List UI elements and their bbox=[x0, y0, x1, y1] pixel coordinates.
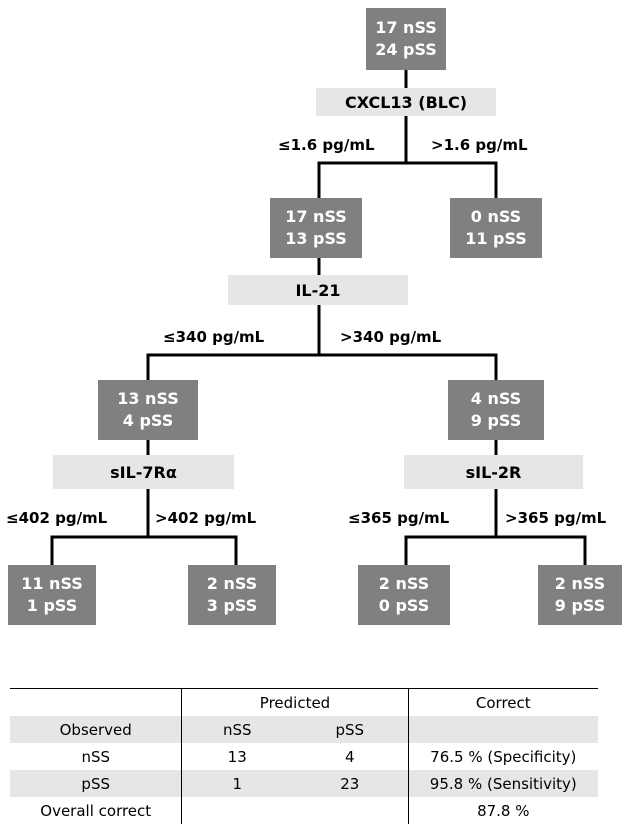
tree-connectors bbox=[50, 70, 587, 565]
leaf-3-nss: 2 nSS bbox=[378, 574, 430, 593]
split-sil7ra: sIL-7Rα bbox=[53, 455, 234, 489]
edge-sil7ra-left: ≤402 pg/mL bbox=[6, 509, 108, 527]
node-lr: 4 nSS 9 pSS bbox=[448, 380, 544, 440]
connector-split1 bbox=[317, 116, 498, 198]
leaf-4-nss: 2 nSS bbox=[554, 574, 606, 593]
leaf-4-pss: 9 pSS bbox=[554, 596, 606, 615]
split-sil2r: sIL-2R bbox=[404, 455, 583, 489]
root-node: 17 nSS 24 pSS bbox=[366, 8, 446, 70]
node-lr-nss: 4 nSS bbox=[470, 389, 522, 408]
row-label: nSS bbox=[10, 743, 183, 770]
node-ll: 13 nSS 4 pSS bbox=[98, 380, 198, 440]
leaf-2: 2 nSS 3 pSS bbox=[188, 565, 276, 625]
cell-correct: 76.5 % (Specificity) bbox=[430, 747, 577, 766]
node-left: 17 nSS 13 pSS bbox=[270, 198, 362, 258]
connector-split3 bbox=[50, 489, 238, 565]
edge-sil2r-left: ≤365 pg/mL bbox=[348, 509, 450, 527]
node-ll-nss: 13 nSS bbox=[117, 389, 179, 408]
node-left-nss: 17 nSS bbox=[285, 207, 347, 226]
cell-pss: 4 bbox=[292, 743, 409, 770]
leaf-2-pss: 3 pSS bbox=[206, 596, 258, 615]
decision-tree: 17 nSS 24 pSS CXCL13 (BLC) ≤1.6 pg/mL >1… bbox=[6, 8, 622, 625]
classification-table: Predicted Correct Observed nSS pSS nSS 1… bbox=[10, 688, 598, 824]
col-pss-header: pSS bbox=[292, 716, 409, 743]
cell-correct: 95.8 % (Sensitivity) bbox=[408, 770, 598, 797]
edge-il21-right: >340 pg/mL bbox=[340, 328, 442, 346]
edge-sil7ra-right: >402 pg/mL bbox=[155, 509, 257, 527]
cell-nss: 13 bbox=[227, 747, 247, 766]
leaf-2-nss: 2 nSS bbox=[206, 574, 258, 593]
edge-sil2r-right: >365 pg/mL bbox=[505, 509, 607, 527]
leaf-1-pss: 1 pSS bbox=[26, 596, 78, 615]
node-left-pss: 13 pSS bbox=[285, 229, 347, 248]
table-row: nSS 13 4 76.5 % (Specificity) bbox=[10, 743, 598, 770]
table-header-row: Predicted Correct bbox=[10, 688, 598, 716]
edge-il21-left: ≤340 pg/mL bbox=[163, 328, 265, 346]
node-right-pss: 11 pSS bbox=[465, 229, 527, 248]
root-nss: 17 nSS bbox=[375, 18, 437, 37]
col-nss-header: nSS bbox=[181, 716, 292, 743]
edge-cxcl13-left: ≤1.6 pg/mL bbox=[278, 136, 375, 154]
row-label: pSS bbox=[10, 770, 183, 797]
leaf-1-nss: 11 nSS bbox=[21, 574, 83, 593]
correct-header: Correct bbox=[408, 688, 598, 716]
predicted-header: Predicted bbox=[181, 688, 409, 716]
node-right-nss: 0 nSS bbox=[470, 207, 522, 226]
table-subheader-row: Observed nSS pSS bbox=[10, 716, 598, 743]
cell-pss: 23 bbox=[292, 770, 409, 797]
table-row: pSS 1 23 95.8 % (Sensitivity) bbox=[10, 770, 598, 797]
overall-label: Overall correct bbox=[10, 797, 183, 824]
node-lr-pss: 9 pSS bbox=[470, 411, 522, 430]
leaf-3-pss: 0 pSS bbox=[378, 596, 430, 615]
split-il21: IL-21 bbox=[228, 275, 408, 305]
overall-value: 87.8 % bbox=[477, 801, 530, 820]
split-cxcl13: CXCL13 (BLC) bbox=[316, 88, 496, 116]
leaf-3: 2 nSS 0 pSS bbox=[358, 565, 450, 625]
cell-nss: 1 bbox=[181, 770, 292, 797]
edge-cxcl13-right: >1.6 pg/mL bbox=[431, 136, 528, 154]
observed-label: Observed bbox=[10, 716, 183, 743]
table-overall-row: Overall correct 87.8 % bbox=[10, 797, 598, 824]
connector-split4 bbox=[404, 489, 587, 565]
leaf-1: 11 nSS 1 pSS bbox=[8, 565, 96, 625]
connector-split2 bbox=[146, 305, 498, 380]
node-ll-pss: 4 pSS bbox=[122, 411, 174, 430]
node-right: 0 nSS 11 pSS bbox=[450, 198, 542, 258]
leaf-4: 2 nSS 9 pSS bbox=[538, 565, 622, 625]
root-pss: 24 pSS bbox=[375, 40, 437, 59]
